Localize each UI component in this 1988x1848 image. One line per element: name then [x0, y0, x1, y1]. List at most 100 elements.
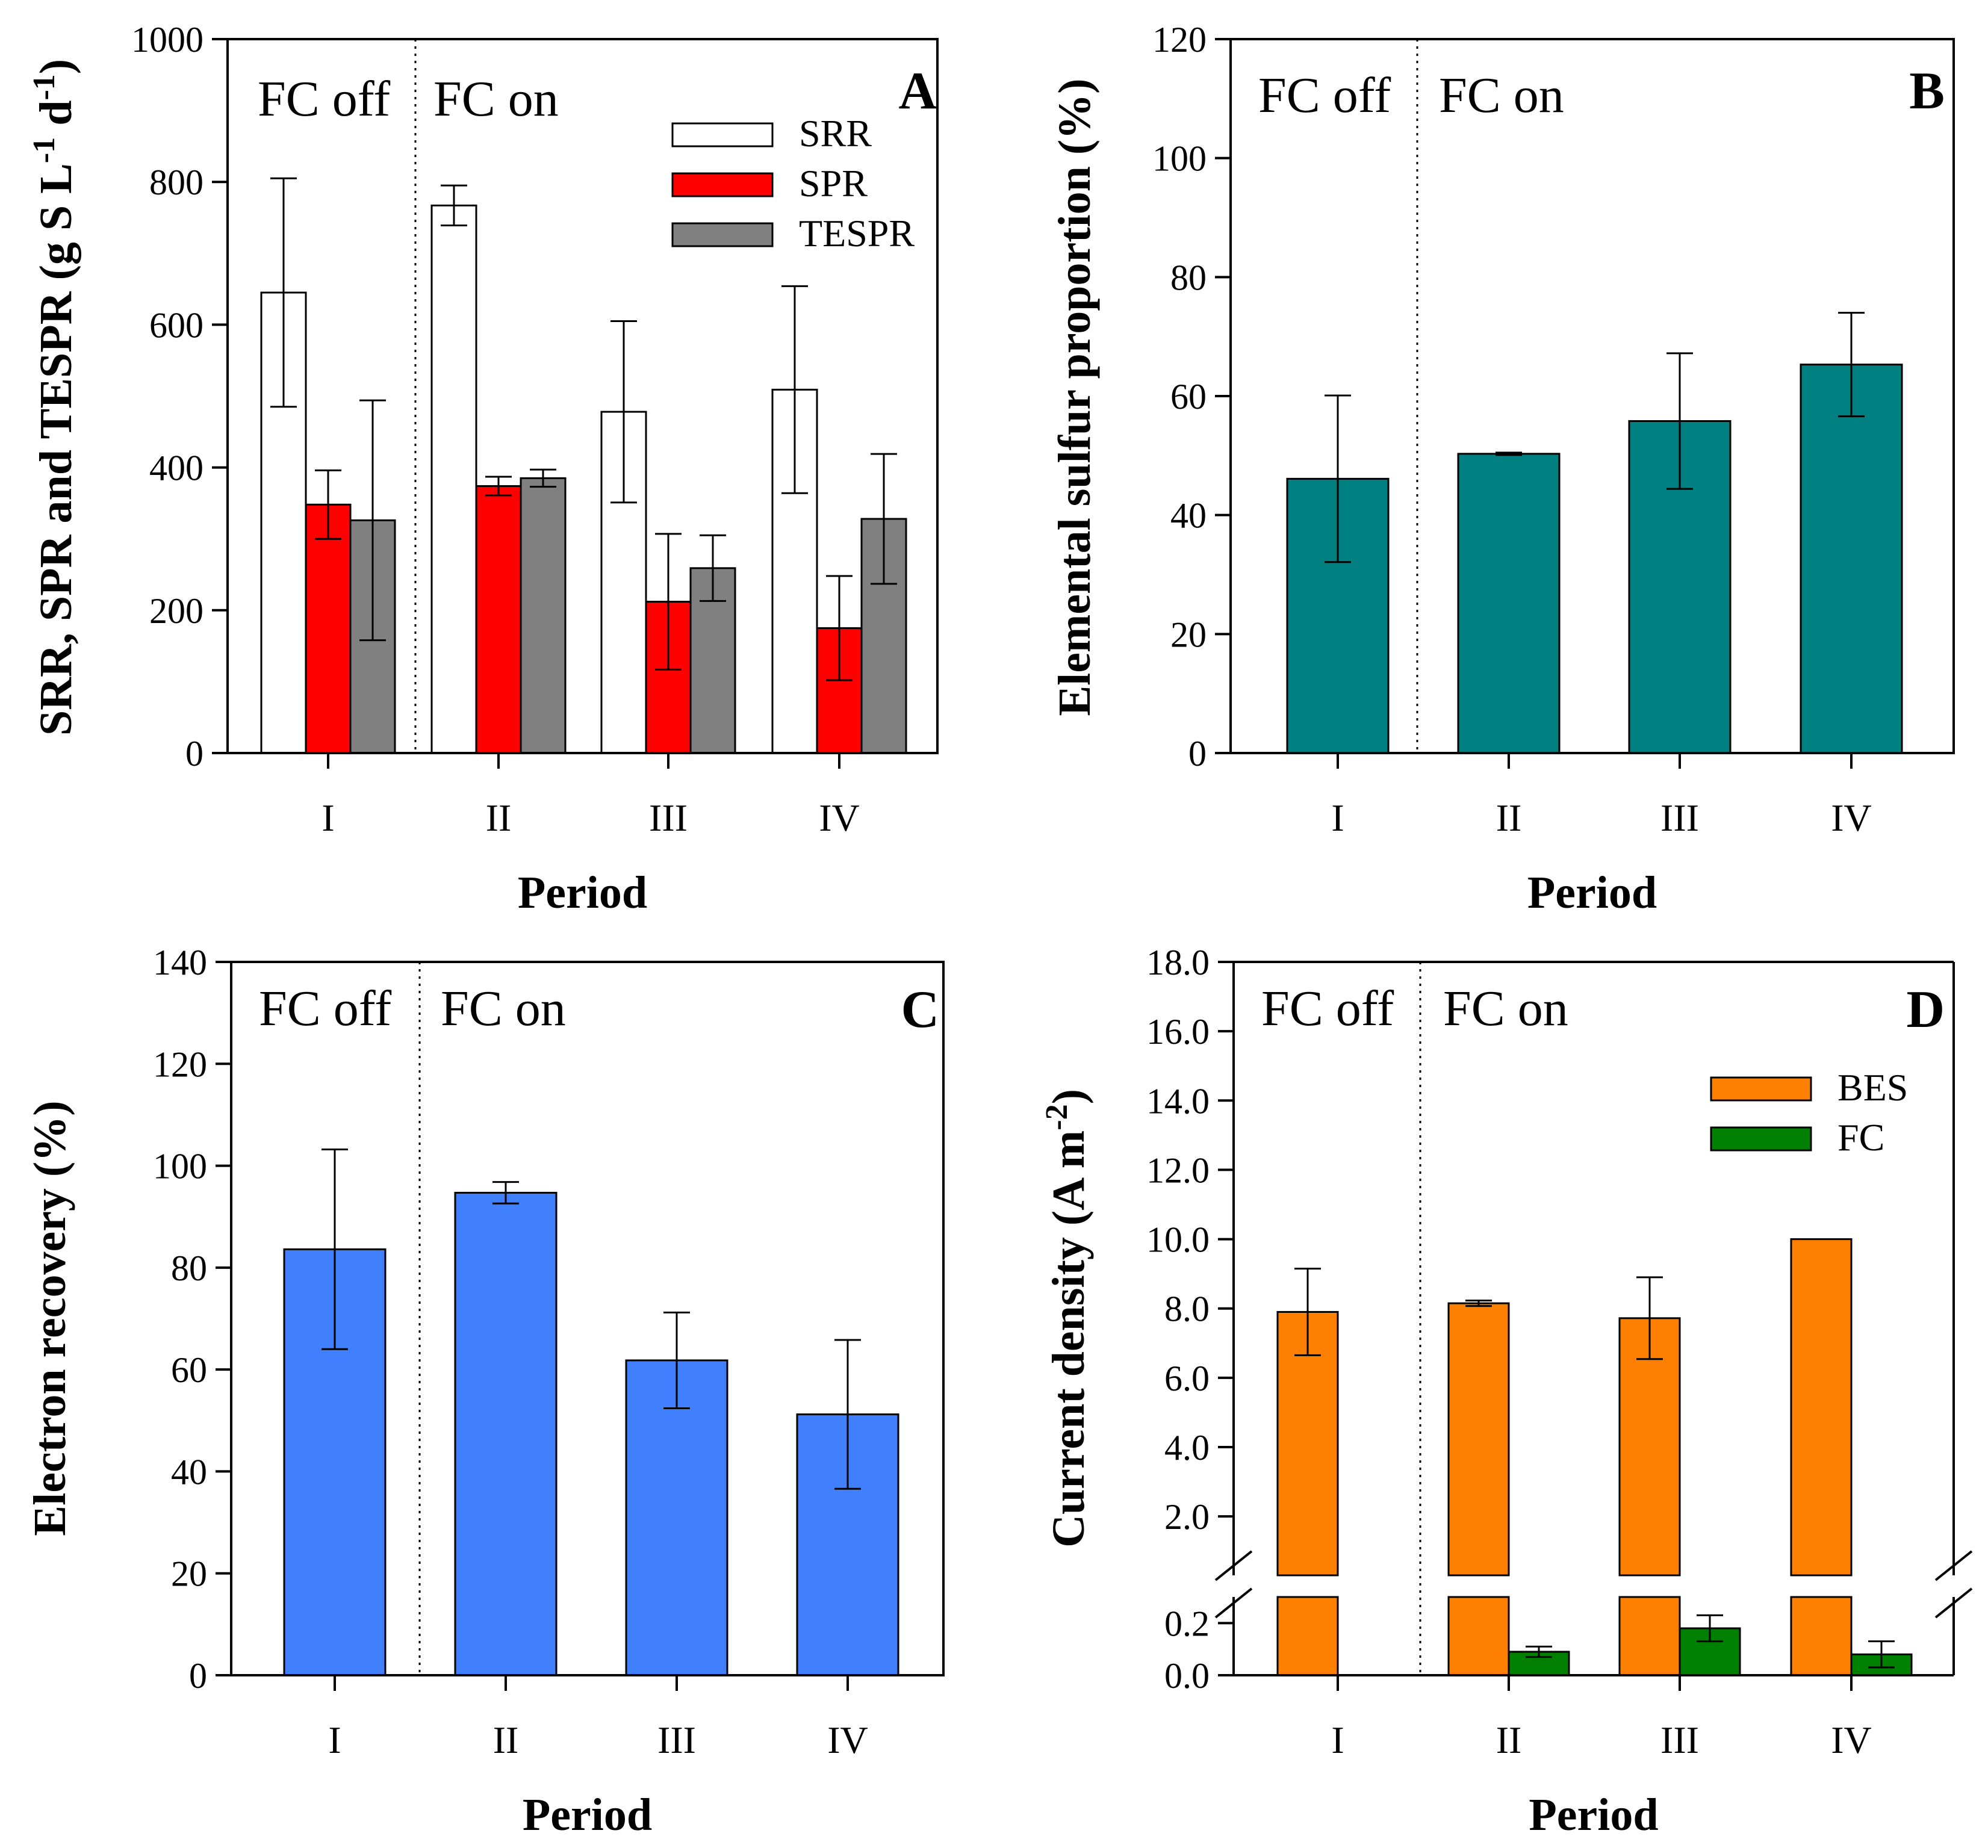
legend-label: BES — [1837, 1066, 1908, 1109]
fc-on-label: FC on — [1443, 981, 1568, 1037]
y-tick-label: 14.0 — [1146, 1081, 1210, 1121]
y-tick-label: 100 — [1152, 139, 1207, 179]
y-tick-label: 200 — [149, 591, 203, 631]
y-axis-title-superscript: -2 — [1040, 1104, 1074, 1130]
fc-off-label: FC off — [1261, 981, 1394, 1037]
legend-label: SRR — [799, 112, 872, 155]
y-axis-title-text: ) — [31, 59, 81, 74]
fc-on-label: FC on — [433, 71, 559, 127]
axis-break-mark — [1214, 1587, 1253, 1619]
legend-swatch-tespr — [671, 222, 774, 247]
y-tick-label: 0 — [1188, 734, 1207, 774]
y-tick-label: 80 — [171, 1248, 207, 1288]
y-tick-label: 40 — [1170, 496, 1207, 536]
y-tick-label: 40 — [171, 1452, 207, 1492]
x-tick-label: II — [1496, 1719, 1522, 1761]
panel-letter: B — [1909, 62, 1945, 120]
bar — [1800, 364, 1903, 754]
panel-letter: A — [898, 62, 937, 120]
x-axis-title: Period — [523, 1790, 652, 1840]
y-axis-title-text: d — [31, 101, 81, 137]
x-tick-label: I — [328, 1719, 341, 1761]
y-axis-title-text: SRR, SPR and TESPR (g S L — [31, 163, 81, 736]
legend-label: TESPR — [799, 212, 915, 255]
x-tick-label: I — [321, 796, 334, 839]
legend-swatch-fc — [1710, 1126, 1812, 1152]
legend-swatch-bes — [1710, 1076, 1812, 1102]
y-tick-label: 18.0 — [1146, 943, 1210, 982]
y-axis-title-superscript: -1 — [27, 137, 61, 163]
y-tick-label: 400 — [149, 448, 203, 488]
y-tick-label: 0.2 — [1164, 1604, 1210, 1643]
y-tick-label: 2.0 — [1164, 1497, 1210, 1537]
fc-on-label: FC on — [441, 981, 566, 1037]
y-tick-label: 10.0 — [1146, 1220, 1210, 1260]
x-tick-label: I — [1331, 796, 1344, 839]
legend-label: SPR — [799, 162, 868, 205]
y-tick-label: 120 — [153, 1044, 207, 1084]
y-tick-label: 0.0 — [1164, 1656, 1210, 1696]
y-axis-title: SRR, SPR and TESPR (g S L-1 d-1) — [27, 59, 81, 736]
y-tick-label: 20 — [1170, 615, 1207, 654]
x-tick-label: III — [657, 1719, 696, 1761]
bar-bes — [1790, 1238, 1853, 1577]
bar-bes — [1447, 1596, 1510, 1676]
panel-letter: C — [901, 981, 939, 1039]
y-tick-label: 120 — [1152, 20, 1207, 60]
y-tick-label: 16.0 — [1146, 1012, 1210, 1052]
bar — [454, 1191, 558, 1676]
y-tick-label: 140 — [153, 943, 207, 982]
y-tick-label: 100 — [153, 1147, 207, 1186]
fc-off-label: FC off — [1258, 67, 1391, 123]
x-tick-label: IV — [819, 796, 860, 839]
x-tick-label: IV — [827, 1719, 868, 1761]
legend-swatch-spr — [671, 172, 774, 197]
y-tick-label: 6.0 — [1164, 1359, 1210, 1398]
y-tick-label: 4.0 — [1164, 1428, 1210, 1468]
x-tick-label: II — [493, 1719, 519, 1761]
x-tick-label: II — [1496, 796, 1522, 839]
bar-tespr — [520, 477, 567, 754]
bar-bes — [1276, 1596, 1339, 1676]
x-tick-label: I — [1331, 1719, 1344, 1761]
x-tick-label: III — [1660, 1719, 1699, 1761]
x-tick-label: IV — [1831, 796, 1872, 839]
bar — [1457, 453, 1561, 754]
y-tick-label: 20 — [171, 1554, 207, 1594]
panel-letter: D — [1906, 981, 1945, 1039]
legend-label: FC — [1837, 1116, 1884, 1159]
y-tick-label: 0 — [189, 1656, 207, 1696]
y-tick-label: 1000 — [131, 20, 203, 60]
plot-frame — [226, 38, 939, 754]
y-tick-label: 8.0 — [1164, 1289, 1210, 1329]
y-axis-title: Electron recovery (%) — [25, 1100, 75, 1536]
y-tick-label: 80 — [1170, 258, 1207, 297]
y-tick-label: 800 — [149, 163, 203, 202]
axis-break-mark — [1214, 1550, 1253, 1581]
y-tick-label: 600 — [149, 305, 203, 345]
x-tick-label: IV — [1831, 1719, 1872, 1761]
x-tick-label: III — [1660, 796, 1699, 839]
axis-break-mark — [1934, 1550, 1973, 1581]
y-axis-title-text: ) — [1043, 1089, 1094, 1104]
y-tick-label: 12.0 — [1146, 1150, 1210, 1190]
y-tick-label: 0 — [185, 734, 203, 774]
panel-d: 2.04.06.08.010.012.014.016.018.00.00.2I I… — [1040, 943, 1973, 1840]
bar-bes — [1790, 1596, 1853, 1676]
bar-spr — [475, 485, 522, 754]
fc-off-label: FC off — [258, 71, 390, 127]
y-tick-label: 60 — [171, 1350, 207, 1390]
y-axis-title-text: Current density (A m — [1043, 1130, 1094, 1548]
y-axis-title-superscript: -1 — [27, 74, 61, 100]
x-axis-title: Period — [1527, 867, 1657, 918]
x-tick-label: II — [486, 796, 512, 839]
plot-frame — [230, 961, 945, 1676]
x-axis-title: Period — [1529, 1790, 1658, 1840]
bar-spr — [305, 503, 352, 754]
bar-bes — [1618, 1596, 1681, 1676]
bar-srr — [430, 204, 477, 754]
